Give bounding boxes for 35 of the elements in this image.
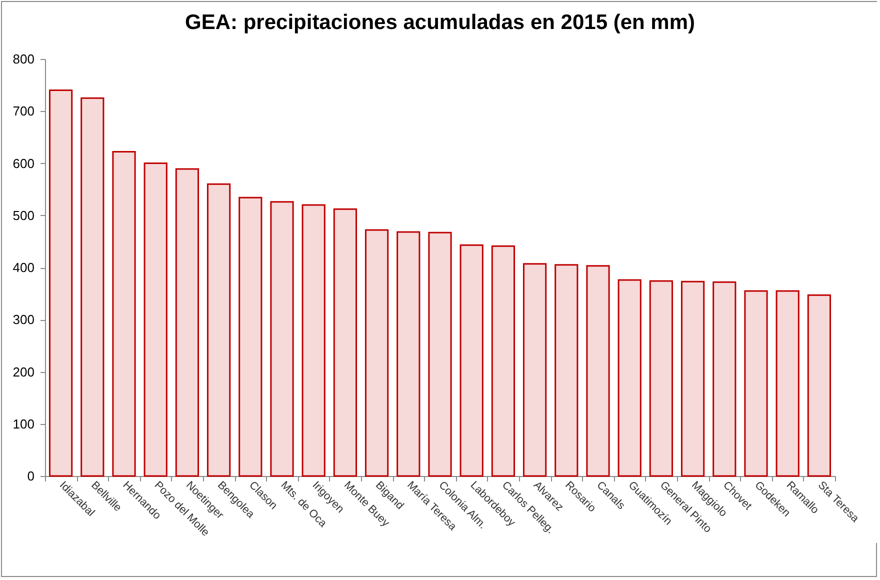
y-tick-label: 100 [12,416,34,432]
y-tick-label: 0 [27,468,34,484]
bar [776,290,800,477]
bar [460,244,484,477]
bar [649,280,674,477]
bar [270,201,294,477]
bar [396,231,420,477]
bar [302,204,326,477]
bar [491,245,516,477]
y-tick-label: 300 [12,312,34,328]
bar [112,151,136,477]
bar [80,97,104,477]
bar [680,280,705,477]
bar [206,183,231,477]
y-tick-label: 500 [12,208,34,223]
bar [554,264,578,477]
bar [586,265,610,477]
y-tick-label: 600 [12,156,34,171]
bar [807,294,832,477]
bar [712,281,736,477]
bar [48,90,73,477]
bar [618,279,642,477]
bar [333,208,358,477]
y-tick-label: 200 [12,364,34,380]
chart-title: GEA: precipitaciones acumuladas en 2015 (en mm) [184,11,696,34]
bar [175,168,200,477]
bar [238,196,262,477]
y-tick-label: 400 [12,260,34,275]
bar [144,162,168,477]
bar [428,232,452,477]
y-tick-label: 800 [12,52,34,66]
bar [364,229,389,477]
y-tick-label: 700 [12,104,34,119]
bar [744,290,768,477]
bar [522,263,547,477]
